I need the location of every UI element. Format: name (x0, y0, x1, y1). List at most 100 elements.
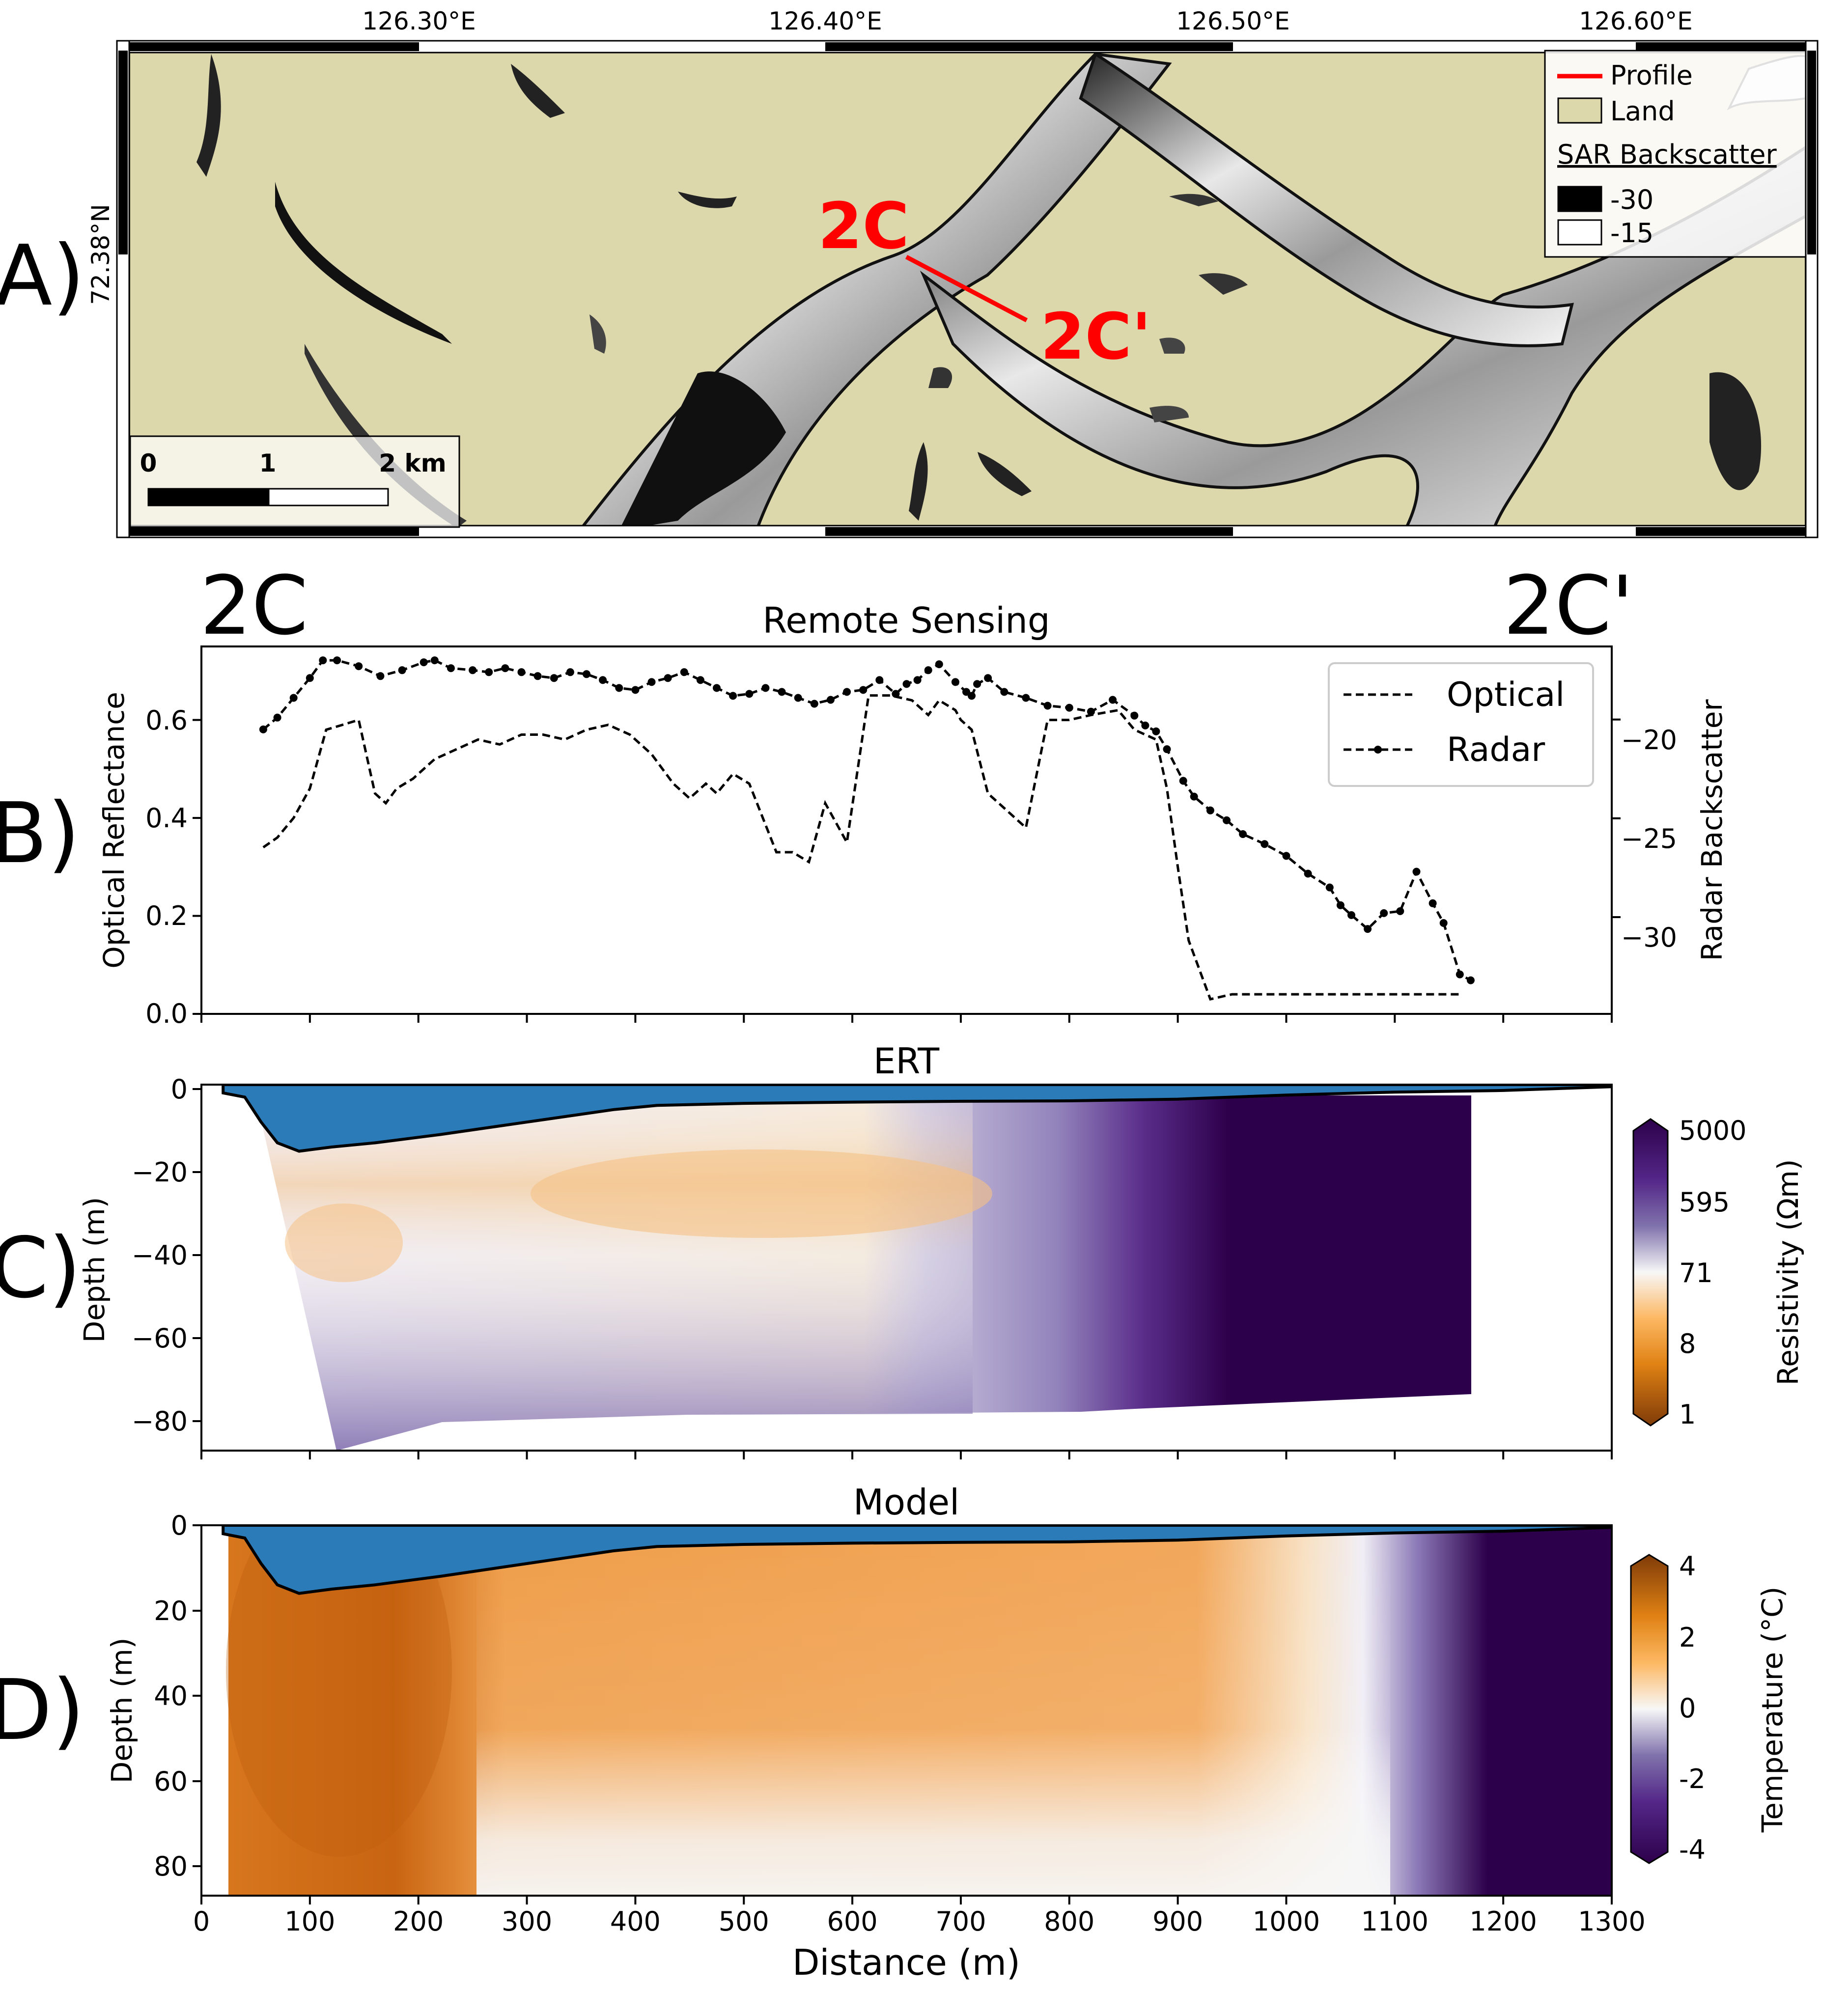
legend-b: Optical Radar (1328, 662, 1594, 787)
panel-label-d: D) (0, 1662, 84, 1759)
data-point-radar (892, 690, 900, 698)
data-point-radar (778, 688, 786, 696)
data-point-radar (376, 672, 385, 680)
data-point-radar (599, 676, 607, 684)
y2-tick-label: −30 (1621, 922, 1677, 953)
legend-sar-low-label: -30 (1610, 184, 1653, 215)
panel-b-chart: B) Remote Sensing 0.0 0.2 0.4 0.6 −20 −2… (0, 600, 1729, 1029)
model-depth-shading (476, 1525, 1390, 1896)
x-axis-label: Distance (m) (792, 1942, 1020, 1983)
ert-conductive-zone (285, 1204, 403, 1282)
legend-optical-label: Optical (1447, 675, 1565, 714)
y-tick-label: 0.6 (145, 705, 188, 736)
lon-tick-label: 126.50°E (1176, 7, 1290, 35)
x-tick-label: 500 (719, 1906, 769, 1937)
data-point-radar (794, 694, 802, 702)
colorbar-tick-label: -2 (1679, 1764, 1706, 1794)
y-tick-label: 20 (154, 1596, 188, 1626)
map-lake (589, 314, 606, 354)
x-ticks-c (200, 1451, 1613, 1459)
x-tick-label: 200 (393, 1906, 444, 1937)
data-point-radar (1179, 777, 1187, 785)
x-tick-label: 400 (610, 1906, 661, 1937)
map-lake (511, 64, 565, 118)
data-point-radar (1190, 792, 1198, 801)
series-line-optical (262, 694, 1460, 1001)
colorbar-tick-label: 4 (1679, 1551, 1696, 1582)
data-point-radar (1282, 852, 1290, 860)
data-point-radar (973, 680, 981, 688)
data-point-radar (859, 686, 868, 694)
legend-radar-label: Radar (1447, 730, 1545, 769)
data-point-radar (289, 694, 298, 702)
y-ticks-d: 0 20 40 60 80 (154, 1510, 201, 1882)
data-point-radar (1304, 869, 1312, 878)
x-tick-label: 700 (935, 1906, 986, 1937)
data-point-radar (875, 676, 884, 684)
data-point-radar (935, 660, 943, 669)
profile-start-label: 2C (818, 189, 909, 263)
data-point-radar (420, 658, 428, 667)
y-tick-label: 0 (171, 1074, 188, 1105)
map-legend: Profile Land SAR Backscatter -30 -15 (1544, 50, 1807, 258)
plot-frame-d (200, 1524, 1613, 1897)
panel-label-c: C) (0, 1220, 81, 1317)
colorbar-tick-label: 595 (1679, 1187, 1730, 1218)
scalebar-label: 1 (259, 449, 277, 477)
y-tick-label: 0.4 (145, 803, 188, 834)
x-tick-label: 1300 (1578, 1906, 1645, 1937)
data-point-radar (1439, 919, 1448, 927)
data-point-radar (1022, 694, 1030, 702)
data-point-radar (843, 688, 851, 696)
data-point-radar (1429, 899, 1437, 907)
chart-title-d: Model (853, 1482, 959, 1523)
map-scalebar: 0 1 2 km (129, 435, 460, 528)
map-frame-ticks (118, 42, 1816, 536)
y2-tick-label: −25 (1621, 823, 1677, 854)
data-point-radar (501, 664, 509, 672)
data-point-radar (1109, 696, 1117, 704)
map-lake (1149, 406, 1189, 422)
map-lake (909, 442, 928, 521)
data-point-radar (517, 668, 526, 676)
data-point-radar (729, 692, 737, 700)
scalebar-label: 2 km (379, 449, 447, 477)
chart-title-b: Remote Sensing (762, 600, 1050, 641)
colorbar-tick-label: 5000 (1679, 1115, 1746, 1146)
data-point-radar (631, 686, 640, 694)
legend-sar-low-swatch (1557, 186, 1602, 212)
y-tick-label: 80 (154, 1851, 188, 1882)
data-point-radar (913, 676, 922, 684)
y2-ticks-b: −20 −25 −30 (1612, 718, 1677, 953)
water-column-d (222, 1525, 1612, 1595)
data-point-radar (485, 668, 493, 676)
y-tick-label: 0.2 (145, 900, 188, 931)
data-point-radar (745, 690, 754, 698)
data-point-radar (1163, 745, 1171, 754)
data-point-radar (583, 670, 590, 678)
chart-title-c: ERT (873, 1040, 940, 1082)
legend-profile-label: Profile (1610, 60, 1693, 91)
map-lake (1199, 273, 1248, 295)
legend-sar-high-label: -15 (1610, 218, 1653, 249)
legend-sar-title: SAR Backscatter (1557, 139, 1777, 170)
data-point-radar (1206, 806, 1214, 814)
data-point-radar (1000, 688, 1009, 696)
legend-land-swatch (1557, 97, 1602, 124)
data-point-radar (469, 666, 477, 674)
data-point-radar (951, 678, 959, 686)
water-column-c (222, 1085, 1612, 1153)
y-tick-label: −40 (132, 1240, 188, 1271)
ert-section (222, 1085, 1612, 1451)
data-point-radar (1130, 711, 1139, 720)
data-point-radar (647, 678, 656, 686)
colorbar-d: 4 2 0 -2 -4 Temperature (°C) (1630, 1551, 1789, 1865)
data-point-radar (1087, 707, 1095, 716)
colorbar-label: Resistivity (Ωm) (1771, 1159, 1805, 1386)
data-point-radar (1325, 883, 1334, 892)
map-lake (678, 192, 737, 208)
profile-label-start: 2C (200, 559, 308, 653)
colorbar-c: 5000 595 71 8 1 Resistivity (Ωm) (1632, 1115, 1805, 1430)
profile-end-label: 2C' (1040, 299, 1151, 374)
